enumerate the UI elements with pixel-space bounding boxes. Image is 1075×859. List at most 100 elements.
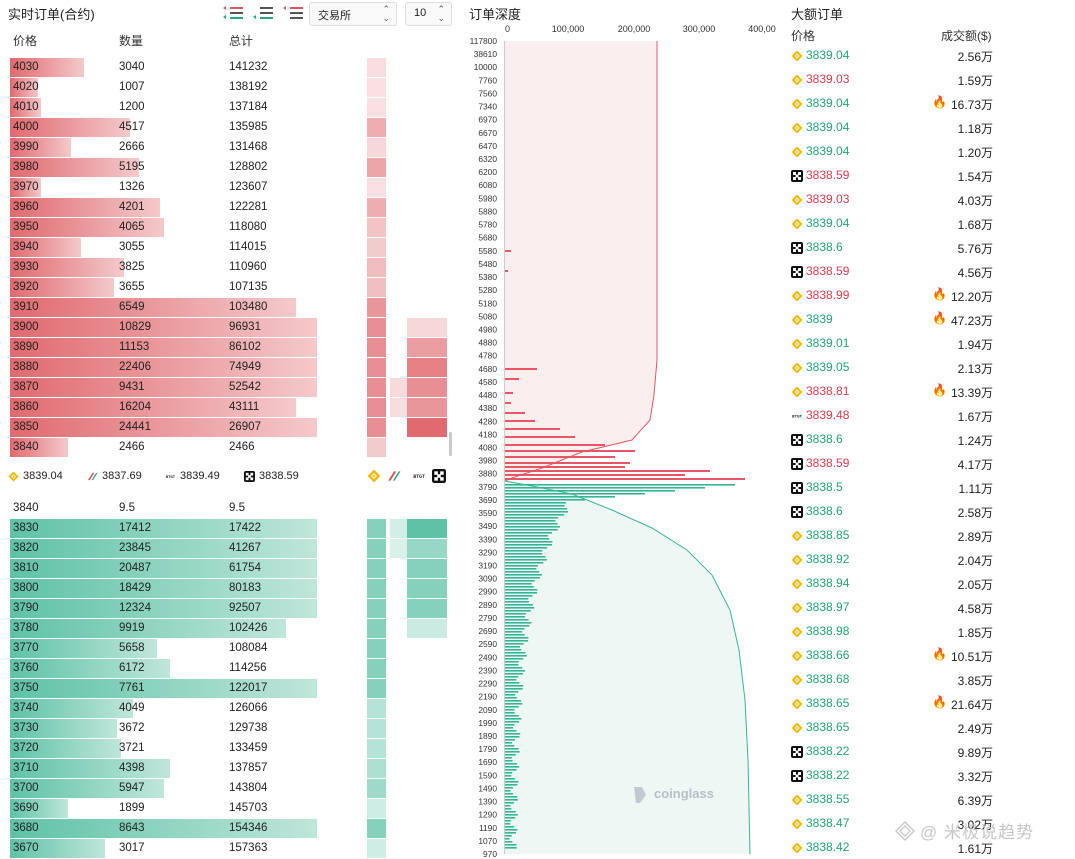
large-order-row[interactable]: 3838.47 3.02万 <box>782 812 1075 836</box>
total-cell: 61754 <box>229 562 261 574</box>
bid-row[interactable]: 3690 1899 145703 <box>10 798 450 818</box>
large-order-row[interactable]: 3838.55 6.39万 <box>782 788 1075 812</box>
large-order-row[interactable]: 3838.94 2.05万 <box>782 572 1075 596</box>
large-order-row[interactable]: 3839.04 2.56万 <box>782 44 1075 68</box>
order-price: 3838.22 <box>806 744 850 758</box>
large-order-row[interactable]: 3838.42 1.61万 <box>782 836 1075 859</box>
ask-row[interactable]: 3970 1326 123607 <box>10 177 450 197</box>
large-order-row[interactable]: 3838.85 2.89万 <box>782 524 1075 548</box>
ask-row[interactable]: 3960 4201 122281 <box>10 197 450 217</box>
exchange-depth-cell <box>367 178 386 197</box>
ask-row[interactable]: 3870 9431 52542 <box>10 377 450 397</box>
ask-row[interactable]: 3940 3055 114015 <box>10 237 450 257</box>
y-axis-tick-label: 4080 <box>478 443 497 453</box>
bid-row[interactable]: 3810 20487 61754 <box>10 558 450 578</box>
large-order-row[interactable]: 3839.04 1.20万 <box>782 140 1075 164</box>
price-cell: 4010 <box>13 101 39 113</box>
large-order-row[interactable]: 3839.01 1.94万 <box>782 332 1075 356</box>
bid-volume-bar <box>505 742 513 744</box>
y-axis-tick-label: 10000 <box>474 62 498 72</box>
ask-row[interactable]: 3980 5195 128802 <box>10 157 450 177</box>
depth-level-select[interactable]: 10 ⌃ ⌄ <box>405 2 452 26</box>
ask-row[interactable]: 4010 1200 137184 <box>10 97 450 117</box>
large-order-row[interactable]: 3838.59 4.56万 <box>782 260 1075 284</box>
exchange-depth-cell <box>367 839 386 858</box>
bid-row[interactable]: 3830 17412 17422 <box>10 518 450 538</box>
bid-row[interactable]: 3700 5947 143804 <box>10 778 450 798</box>
exchange-depth-cell <box>367 398 386 417</box>
bid-row[interactable]: 3670 3017 157363 <box>10 838 450 858</box>
bid-volume-bar <box>505 790 511 792</box>
ask-row[interactable]: 3910 6549 103480 <box>10 297 450 317</box>
large-order-row[interactable]: 3838.97 4.58万 <box>782 596 1075 620</box>
bid-row[interactable]: 3820 23845 41267 <box>10 538 450 558</box>
ask-row[interactable]: 3850 24441 26907 <box>10 417 450 437</box>
view-asks-only-icon[interactable] <box>282 5 304 21</box>
large-order-row[interactable]: 3838.6 2.58万 <box>782 500 1075 524</box>
large-order-row[interactable]: 3839.04 16.73万 🔥 <box>782 92 1075 116</box>
large-order-row[interactable]: 3838.22 3.32万 <box>782 764 1075 788</box>
large-order-row[interactable]: 3839.04 1.18万 <box>782 116 1075 140</box>
exchange-select[interactable]: 交易所 ⌃ ⌄ <box>309 2 397 26</box>
large-order-row[interactable]: 3838.81 13.39万 🔥 <box>782 380 1075 404</box>
large-order-row[interactable]: 3838.6 1.24万 <box>782 428 1075 452</box>
asks-scrollbar[interactable] <box>449 432 452 456</box>
bid-row[interactable]: 3740 4049 126066 <box>10 698 450 718</box>
large-order-row[interactable]: 3838.66 10.51万 🔥 <box>782 644 1075 668</box>
ask-volume-bar <box>505 466 625 468</box>
bid-row[interactable]: 3680 8643 154346 <box>10 818 450 838</box>
okx-icon <box>791 266 803 278</box>
large-order-row[interactable]: 3838.98 1.85万 <box>782 620 1075 644</box>
large-order-row[interactable]: 3839.05 2.13万 <box>782 356 1075 380</box>
ask-row[interactable]: 3840 2466 2466 <box>10 437 450 457</box>
bid-row[interactable]: 3780 9919 102426 <box>10 618 450 638</box>
large-order-row[interactable]: BTGT 3839.48 1.67万 <box>782 404 1075 428</box>
ask-row[interactable]: 4030 3040 141232 <box>10 57 450 77</box>
bid-row[interactable]: 3760 6172 114256 <box>10 658 450 678</box>
view-bids-only-icon[interactable] <box>252 5 274 21</box>
large-order-row[interactable]: 3838.68 3.85万 <box>782 668 1075 692</box>
bid-row[interactable]: 3770 5658 108084 <box>10 638 450 658</box>
ask-row[interactable]: 3880 22406 74949 <box>10 357 450 377</box>
bid-row[interactable]: 3720 3721 133459 <box>10 738 450 758</box>
ask-row[interactable]: 3890 11153 86102 <box>10 337 450 357</box>
bid-volume-bar <box>505 769 517 771</box>
ask-row[interactable]: 3860 16204 43111 <box>10 397 450 417</box>
large-order-row[interactable]: 3839.03 4.03万 <box>782 188 1075 212</box>
large-order-row[interactable]: 3838.99 12.20万 🔥 <box>782 284 1075 308</box>
view-both-sides-icon[interactable] <box>222 5 244 21</box>
large-order-row[interactable]: 3838.65 2.49万 <box>782 716 1075 740</box>
large-order-row[interactable]: 3839.04 1.68万 <box>782 212 1075 236</box>
price-cell: 3970 <box>13 181 39 193</box>
bid-row[interactable]: 3790 12324 92507 <box>10 598 450 618</box>
ask-row[interactable]: 3920 3655 107135 <box>10 277 450 297</box>
large-order-row[interactable]: 3838.6 5.76万 <box>782 236 1075 260</box>
bid-volume-bar <box>505 718 522 720</box>
bid-volume-bar <box>505 835 512 837</box>
ask-row[interactable]: 3900 10829 96931 <box>10 317 450 337</box>
bid-row[interactable]: 3730 3672 129738 <box>10 718 450 738</box>
large-order-row[interactable]: 3838.22 9.89万 <box>782 740 1075 764</box>
ask-row[interactable]: 3930 3825 110960 <box>10 257 450 277</box>
large-order-row[interactable]: 3838.59 4.17万 <box>782 452 1075 476</box>
y-axis-tick-label: 4680 <box>478 364 497 374</box>
large-order-row[interactable]: 3838.5 1.11万 <box>782 476 1075 500</box>
order-price: 3838.59 <box>806 264 850 278</box>
ask-row[interactable]: 4000 4517 135985 <box>10 117 450 137</box>
large-order-row[interactable]: 3838.65 21.64万 🔥 <box>782 692 1075 716</box>
col-header-price: 价格 <box>13 34 38 48</box>
bid-row[interactable]: 3710 4398 137857 <box>10 758 450 778</box>
ask-row[interactable]: 3990 2666 131468 <box>10 137 450 157</box>
large-order-row[interactable]: 3839.03 1.59万 <box>782 68 1075 92</box>
ask-row[interactable]: 4020 1007 138192 <box>10 77 450 97</box>
large-order-row[interactable]: 3839 47.23万 🔥 <box>782 308 1075 332</box>
y-axis-tick-label: 2590 <box>478 639 497 649</box>
bid-depth-bar <box>10 799 69 818</box>
ask-row[interactable]: 3950 4065 118080 <box>10 217 450 237</box>
large-order-row[interactable]: 3838.59 1.54万 <box>782 164 1075 188</box>
exchange-depth-cell <box>367 138 386 157</box>
large-order-row[interactable]: 3838.92 2.04万 <box>782 548 1075 572</box>
bid-row[interactable]: 3800 18429 80183 <box>10 578 450 598</box>
bid-row[interactable]: 3840 9.5 9.5 <box>10 498 450 518</box>
bid-row[interactable]: 3750 7761 122017 <box>10 678 450 698</box>
